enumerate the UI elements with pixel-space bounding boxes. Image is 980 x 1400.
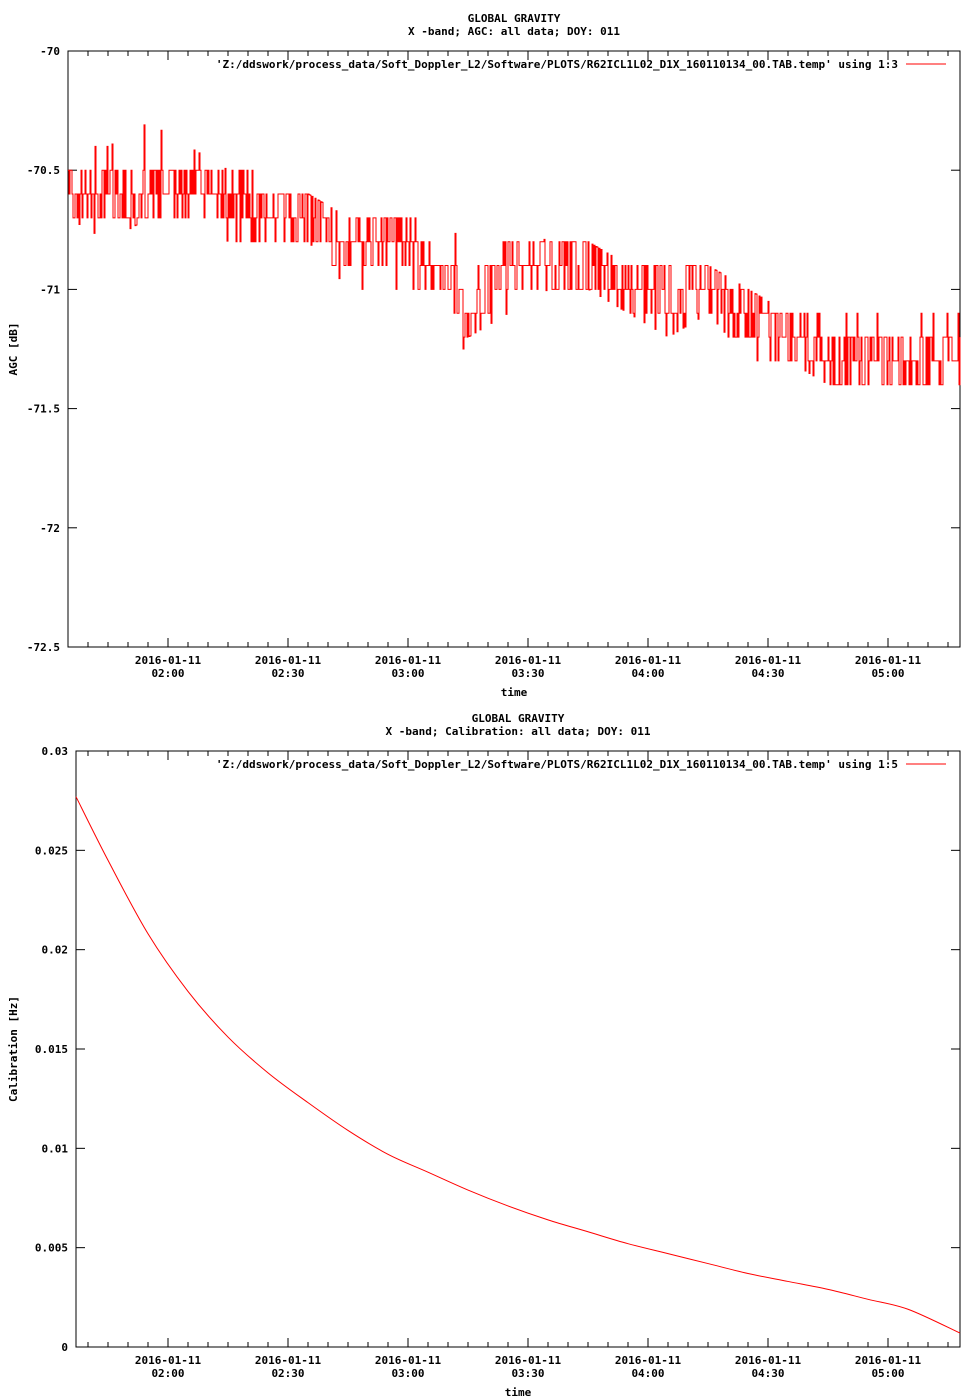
chart-2-xtick-time-label: 05:00 — [871, 1367, 904, 1380]
chart-2-xtick-time-label: 03:00 — [391, 1367, 424, 1380]
chart-2-ytick-label: 0.01 — [42, 1142, 69, 1155]
chart-2-ytick-label: 0.005 — [35, 1242, 68, 1255]
chart-1-xtick-time-label: 03:00 — [391, 667, 424, 680]
chart-1-xtick-date-label: 2016-01-11 — [255, 654, 322, 667]
chart-2-plot-frame — [75, 750, 961, 1348]
chart-1-y-axis-label: AGC [dB] — [7, 323, 20, 376]
chart-2-xtick-date-label: 2016-01-11 — [855, 1354, 922, 1367]
chart-2-ytick-label: 0 — [61, 1341, 68, 1354]
chart-1-ytick-label: -70.5 — [27, 164, 60, 177]
chart-1-xtick-date-label: 2016-01-11 — [495, 654, 562, 667]
chart-2-xtick-time-label: 02:30 — [271, 1367, 304, 1380]
chart-1-plot-frame — [67, 50, 961, 648]
chart-2-xtick-date-label: 2016-01-11 — [135, 1354, 202, 1367]
chart-2-legend-label: 'Z:/ddswork/process_data/Soft_Doppler_L2… — [216, 758, 898, 771]
chart-1-x-axis-label: time — [501, 686, 528, 699]
chart-2-ytick-label: 0.025 — [35, 844, 68, 857]
chart-1-xtick-date-label: 2016-01-11 — [375, 654, 442, 667]
chart-2-xtick-date-label: 2016-01-11 — [735, 1354, 802, 1367]
chart-1-xtick-time-label: 02:00 — [151, 667, 184, 680]
chart-2-x-axis-label: time — [505, 1386, 532, 1399]
chart-2-title: GLOBAL GRAVITY — [472, 712, 565, 725]
chart-1-xtick-time-label: 02:30 — [271, 667, 304, 680]
chart-2-xtick-time-label: 04:00 — [631, 1367, 664, 1380]
chart-2-ytick-label: 0.02 — [42, 944, 69, 957]
chart-1-series-noise — [68, 124, 961, 386]
chart-1-ytick-label: -70 — [40, 45, 60, 58]
chart-1-xtick-date-label: 2016-01-11 — [855, 654, 922, 667]
chart-1-ytick-label: -72 — [40, 522, 60, 535]
chart-1-xtick-time-label: 03:30 — [511, 667, 544, 680]
chart-1-xtick-time-label: 04:00 — [631, 667, 664, 680]
chart-1-series-line — [68, 124, 961, 386]
chart-2-xtick-date-label: 2016-01-11 — [495, 1354, 562, 1367]
chart-1-xtick-date-label: 2016-01-11 — [615, 654, 682, 667]
chart-2-subtitle: X -band; Calibration: all data; DOY: 011 — [386, 725, 651, 738]
chart-1-subtitle: X -band; AGC: all data; DOY: 011 — [408, 25, 620, 38]
chart-2-xtick-date-label: 2016-01-11 — [255, 1354, 322, 1367]
chart-1-xtick-date-label: 2016-01-11 — [135, 654, 202, 667]
chart-1-xtick-time-label: 05:00 — [871, 667, 904, 680]
chart-2-xtick-date-label: 2016-01-11 — [375, 1354, 442, 1367]
chart-1-xtick-date-label: 2016-01-11 — [735, 654, 802, 667]
chart-1-legend-label: 'Z:/ddswork/process_data/Soft_Doppler_L2… — [216, 58, 898, 71]
chart-1-title: GLOBAL GRAVITY — [468, 12, 561, 25]
chart-1-ytick-label: -71 — [40, 283, 60, 296]
chart-1-ytick-label: -71.5 — [27, 403, 60, 416]
chart-2-ytick-label: 0.03 — [42, 745, 69, 758]
chart-2-y-axis-label: Calibration [Hz] — [7, 996, 20, 1102]
chart-2-xtick-time-label: 03:30 — [511, 1367, 544, 1380]
chart-2-ytick-label: 0.015 — [35, 1043, 68, 1056]
chart-1-xtick-time-label: 04:30 — [751, 667, 784, 680]
chart-2-xtick-time-label: 02:00 — [151, 1367, 184, 1380]
chart-2-xtick-time-label: 04:30 — [751, 1367, 784, 1380]
chart-1-ytick-label: -72.5 — [27, 641, 60, 654]
chart-2-xtick-date-label: 2016-01-11 — [615, 1354, 682, 1367]
chart-2-series-line — [75, 796, 961, 1334]
